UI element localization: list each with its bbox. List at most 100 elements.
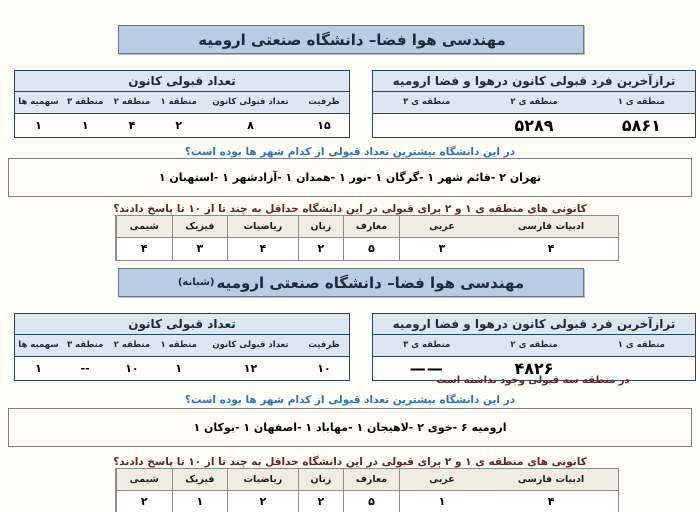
col-header-religion: معارف (343, 469, 399, 490)
cell-kanoon-admits: ۱۲ (243, 362, 258, 375)
subject-header-row: ادبیات فارسی عربی معارف زبان ریاضیات فیز… (116, 469, 618, 491)
cities-box: ارومیه ۶ -خوی ۲ -لاهیجان ۱ -مهاباد ۱ -اص… (8, 408, 692, 447)
col-header-region3-score: منطقه ی ۳ (403, 97, 451, 107)
cell-language: ۲ (297, 238, 344, 260)
col-header-mathematics: ریاضیات (227, 469, 297, 490)
subject-question: کانونی های منطقه ی ۱ و ۲ برای قبولی در ا… (113, 456, 587, 468)
admit-table-header-row: ظرفیت تعداد قبولی کانون منطقه ۱ منطقه ۲ … (15, 335, 349, 357)
col-header-quotas: سهمیه ها (18, 340, 59, 350)
score-table-title: ترازآخرین فرد قبولی کانون درهوا و فضا ار… (373, 71, 695, 92)
cell-region2-score: ۴۸۲۶ (514, 359, 554, 378)
cell-region1: ۲ (175, 119, 183, 132)
subject-table: ادبیات فارسی عربی معارف زبان ریاضیات فیز… (115, 468, 619, 512)
col-header-persian-literature: ادبیات فارسی (517, 474, 585, 485)
score-table-header-row: منطقه ی ۱ منطقه ی ۲ منطقه ی ۳ (373, 92, 695, 114)
col-header-physics: فیزیک (171, 469, 228, 490)
col-header-arabic: عربی (398, 216, 484, 237)
score-table: ترازآخرین فرد قبولی کانون درهوا و فضا ار… (372, 313, 696, 381)
col-header-kanoon-admits: تعداد قبولی کانون (212, 340, 289, 350)
cell-region2-score: ۵۲۸۹ (514, 116, 554, 135)
section-title: مهندسی هوا فضا– دانشگاه صنعتی ارومیه (198, 30, 506, 49)
section-title-bar: مهندسی هوا فضا– دانشگاه صنعتی ارومیه (شب… (118, 268, 584, 297)
cell-mathematics: ۲ (227, 491, 297, 512)
cell-chemistry: ۴ (116, 238, 172, 260)
cell-region1: ۱ (175, 362, 183, 375)
col-header-region2-score: منطقه ی ۲ (510, 340, 558, 350)
col-header-region3: منطقه ۳ (66, 97, 104, 107)
col-header-kanoon-admits: تعداد قبولی کانون (212, 97, 289, 107)
subject-data-row: ۴ ۳ ۵ ۲ ۴ ۳ ۴ (116, 238, 618, 260)
col-header-arabic: عربی (398, 469, 484, 490)
cell-religion: ۵ (343, 491, 399, 512)
cell-region3-score: —— (409, 359, 444, 378)
subject-question: کانونی های منطقه ی ۱ و ۲ برای قبولی در ا… (113, 203, 587, 215)
cell-physics: ۳ (171, 238, 228, 260)
admit-count-table: تعداد قبولی کانون ظرفیت تعداد قبولی کانو… (14, 313, 350, 381)
col-header-capacity: ظرفیت (308, 340, 340, 350)
cell-arabic: ۳ (398, 238, 484, 260)
col-header-region1: منطقه ۱ (160, 340, 197, 350)
col-header-chemistry: شیمی (116, 216, 172, 237)
no-region3-note: در منطقه سه قبولی وجود نداشته است (436, 375, 630, 386)
admit-table-header-row: ظرفیت تعداد قبولی کانون منطقه ۱ منطقه ۲ … (15, 92, 349, 114)
cell-region2: ۱۰ (125, 362, 139, 375)
city-question: در این دانشگاه بیشترین تعداد قبولی از کد… (184, 394, 516, 406)
cell-chemistry: ۲ (116, 491, 172, 512)
cell-capacity: ۱۵ (317, 119, 331, 132)
cell-language: ۲ (297, 491, 344, 512)
subject-data-row: ۴ ۱ ۵ ۲ ۲ ۱ ۲ (116, 491, 618, 512)
col-header-quotas: سهمیه ها (18, 97, 59, 107)
admit-table-data-row: ۱۵ ۸ ۲ ۴ ۱ ۱ (15, 114, 349, 137)
cell-region1-score: ۵۸۶۱ (621, 116, 661, 135)
cell-quotas: ۱ (35, 119, 42, 132)
col-header-chemistry: شیمی (116, 469, 172, 490)
score-table: ترازآخرین فرد قبولی کانون درهوا و فضا ار… (372, 70, 696, 138)
cities-box: تهران ۲ -قائم شهر ۱ -گرگان ۱ -نور ۱ -همد… (8, 158, 692, 197)
section-evening: مهندسی هوا فضا– دانشگاه صنعتی ارومیه (شب… (0, 268, 700, 512)
admit-table-data-row: ۱۰ ۱۲ ۱ ۱۰ -- ۱ (15, 357, 349, 380)
col-header-region2: منطقه ۲ (113, 340, 151, 350)
col-header-region1: منطقه ۱ (160, 97, 197, 107)
city-question: در این دانشگاه بیشترین تعداد قبولی از کد… (184, 146, 516, 158)
section-title-bar: مهندسی هوا فضا– دانشگاه صنعتی ارومیه (118, 25, 584, 54)
col-header-region3-score: منطقه ی ۳ (403, 340, 451, 350)
score-table-data-row: ۵۸۶۱ ۵۲۸۹ (373, 114, 695, 137)
cell-capacity: ۱۰ (317, 362, 331, 375)
col-header-region2-score: منطقه ی ۲ (510, 97, 558, 107)
col-header-physics: فیزیک (171, 216, 228, 237)
col-header-mathematics: ریاضیات (227, 216, 297, 237)
col-header-religion: معارف (343, 216, 399, 237)
cell-mathematics: ۴ (227, 238, 297, 260)
section-title-suffix: (شبانه) (177, 277, 215, 288)
cell-persian-literature: ۴ (547, 495, 555, 508)
section-day: مهندسی هوا فضا– دانشگاه صنعتی ارومیه تعد… (0, 25, 700, 268)
subject-header-row: ادبیات فارسی عربی معارف زبان ریاضیات فیز… (116, 216, 618, 238)
col-header-persian-literature: ادبیات فارسی (517, 221, 585, 232)
score-table-title: ترازآخرین فرد قبولی کانون درهوا و فضا ار… (373, 314, 695, 335)
cell-religion: ۵ (343, 238, 399, 260)
cell-region3: ۱ (81, 119, 89, 132)
col-header-language: زبان (297, 469, 344, 490)
cell-persian-literature: ۴ (547, 242, 555, 255)
score-table-header-row: منطقه ی ۱ منطقه ی ۲ منطقه ی ۳ (373, 335, 695, 357)
cell-quotas: ۱ (35, 362, 42, 375)
col-header-region1-score: منطقه ی ۱ (617, 340, 665, 350)
col-header-capacity: ظرفیت (308, 97, 340, 107)
admit-count-table: تعداد قبولی کانون ظرفیت تعداد قبولی کانو… (14, 70, 350, 138)
cell-arabic: ۱ (398, 491, 484, 512)
cell-region3: -- (80, 362, 90, 375)
col-header-region3: منطقه ۳ (66, 340, 104, 350)
col-header-region2: منطقه ۲ (113, 97, 151, 107)
score-table-data-row: ۴۸۲۶ —— (373, 357, 695, 380)
section-title: مهندسی هوا فضا– دانشگاه صنعتی ارومیه (216, 273, 525, 292)
cell-region3-score (373, 114, 480, 137)
admit-table-title: تعداد قبولی کانون (15, 71, 349, 92)
col-header-language: زبان (297, 216, 344, 237)
cell-kanoon-admits: ۸ (247, 119, 254, 132)
admit-table-title: تعداد قبولی کانون (15, 314, 349, 335)
subject-table: ادبیات فارسی عربی معارف زبان ریاضیات فیز… (115, 215, 619, 261)
cell-physics: ۱ (171, 491, 228, 512)
cell-region2: ۴ (128, 119, 136, 132)
col-header-region1-score: منطقه ی ۱ (617, 97, 665, 107)
